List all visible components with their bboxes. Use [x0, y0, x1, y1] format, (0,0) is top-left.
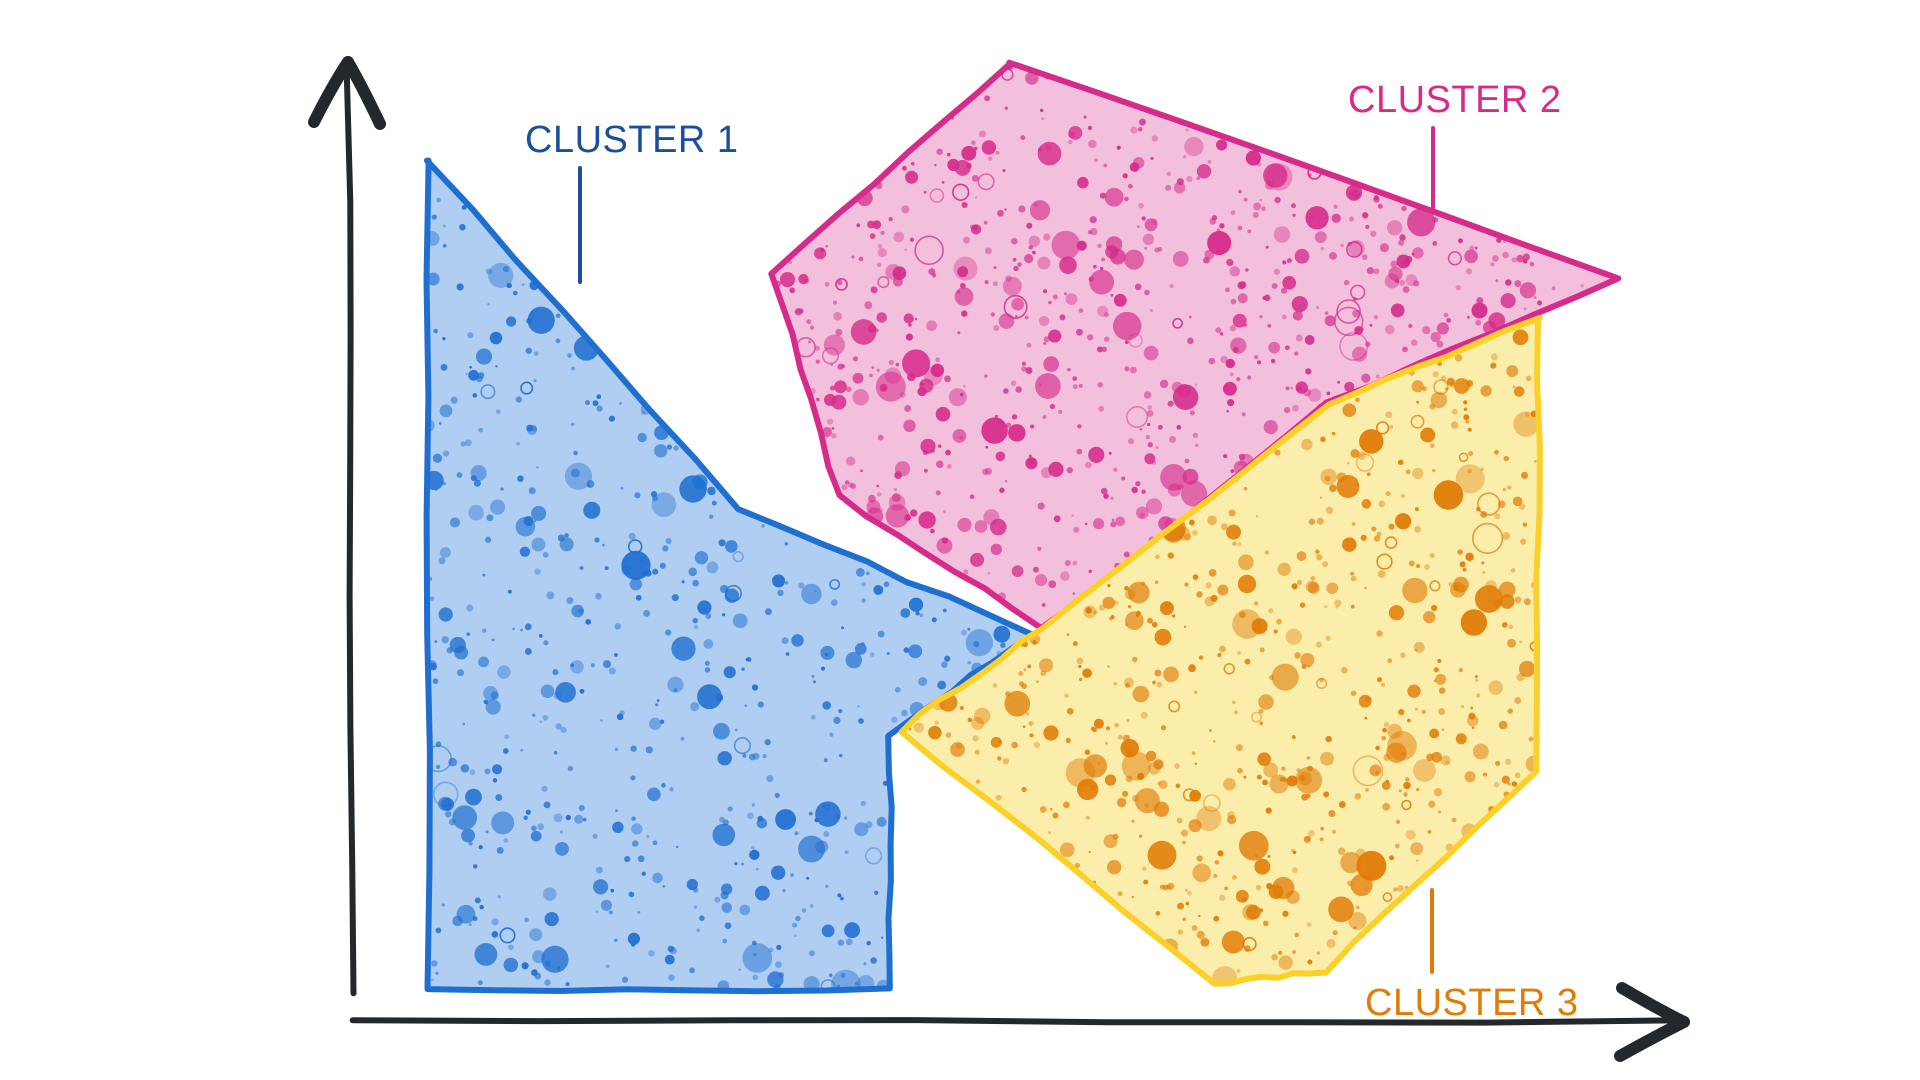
cluster-points-1 [426, 197, 1011, 992]
x-axis-arrow-top [1616, 982, 1690, 1028]
x-axis-line [349, 1017, 1677, 1026]
y-axis-arrow-right [342, 56, 386, 130]
cluster-label-2[interactable]: CLUSTER 2 [1348, 79, 1562, 210]
cluster-region-2[interactable] [768, 59, 1622, 632]
clusters-group [422, 59, 1622, 1000]
cluster-label-3[interactable]: CLUSTER 3 [1365, 888, 1579, 1024]
cluster-outline-1 [423, 157, 1035, 995]
cluster-fill-1 [426, 160, 1032, 992]
y-axis-arrow-left [308, 56, 354, 128]
cluster-label-1[interactable]: CLUSTER 1 [525, 119, 739, 284]
cluster-region-3[interactable] [898, 315, 1543, 991]
cluster-points-2 [774, 63, 1584, 607]
axes-group [308, 56, 1690, 1062]
cluster-outline-3 [898, 315, 1543, 987]
cluster-outline-2 [768, 59, 1622, 632]
cluster-label-text-3: CLUSTER 3 [1365, 982, 1579, 1024]
x-axis-arrow-bottom [1614, 1016, 1690, 1062]
cluster-points-3 [908, 329, 1540, 984]
cluster-region-1[interactable] [422, 157, 1035, 1000]
cluster-label-text-2: CLUSTER 2 [1348, 79, 1562, 121]
y-axis-line [343, 67, 357, 997]
cluster-labels-group: CLUSTER 1 CLUSTER 2 CLUSTER 3 [525, 79, 1579, 1024]
cluster-label-text-1: CLUSTER 1 [525, 119, 739, 161]
